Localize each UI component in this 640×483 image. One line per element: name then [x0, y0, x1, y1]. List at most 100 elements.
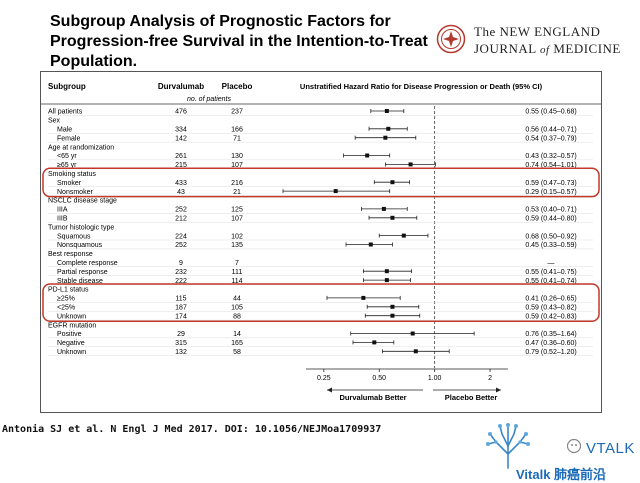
hazard-ratio-value: —: [548, 260, 555, 267]
placebo-count: 125: [231, 207, 243, 214]
header-durvalumab: Durvalumab: [158, 82, 204, 91]
row-label: All patients: [48, 109, 83, 116]
placebo-count: 14: [233, 331, 241, 338]
row-label: Smoker: [57, 180, 82, 187]
hazard-ratio-value: 0.79 (0.52–1.20): [525, 349, 576, 356]
placebo-count: 237: [231, 109, 243, 116]
placebo-count: 71: [233, 135, 241, 142]
header-hazard-ratio: Unstratified Hazard Ratio for Disease Pr…: [300, 82, 543, 91]
row-label: Positive: [57, 331, 82, 338]
nejm-line-2: JOURNAL of MEDICINE: [474, 41, 621, 56]
hazard-ratio-point: [408, 162, 413, 167]
hazard-ratio-point: [372, 340, 377, 345]
row-label: Partial response: [57, 269, 108, 276]
row-label: IIIA: [57, 207, 68, 214]
hazard-ratio-value: 0.55 (0.41–0.74): [525, 278, 576, 285]
hazard-ratio-point: [384, 269, 389, 274]
durvalumab-count: 222: [175, 278, 187, 285]
durvalumab-count: 43: [177, 189, 185, 196]
durvalumab-count: 29: [177, 331, 185, 338]
citation: Antonia SJ et al. N Engl J Med 2017. DOI…: [2, 424, 382, 435]
durvalumab-count: 142: [175, 135, 187, 142]
hazard-ratio-point: [383, 135, 388, 140]
placebo-count: 105: [231, 305, 243, 312]
placebo-count: 216: [231, 180, 243, 187]
header-subgroup: Subgroup: [48, 82, 86, 91]
placebo-count: 21: [233, 189, 241, 196]
durvalumab-count: 476: [175, 109, 187, 116]
hazard-ratio-point: [386, 126, 391, 131]
hazard-ratio-point: [384, 278, 389, 283]
row-label: Negative: [57, 340, 85, 347]
title-line-3: Population.: [50, 53, 138, 70]
durvalumab-count: 115: [175, 296, 186, 303]
durvalumab-count: 252: [175, 242, 187, 249]
title-line-2: Progression-free Survival in the Intenti…: [50, 33, 428, 50]
hazard-ratio-point: [365, 153, 370, 158]
hazard-ratio-point: [401, 233, 406, 238]
hazard-ratio-point: [333, 189, 338, 194]
placebo-count: 114: [231, 278, 242, 285]
hazard-ratio-value: 0.45 (0.33–0.59): [525, 242, 576, 249]
durvalumab-count: 132: [175, 349, 187, 356]
durvalumab-count: 224: [175, 233, 187, 240]
hazard-ratio-value: 0.41 (0.26–0.65): [525, 296, 576, 303]
tree-icon: [486, 423, 530, 469]
hazard-ratio-value: 0.53 (0.40–0.71): [525, 207, 576, 214]
placebo-count: 7: [235, 260, 239, 267]
row-label: Smoking status: [48, 171, 96, 178]
x-axis-tick-label: 1.00: [428, 375, 442, 382]
row-label: Age at randomization: [48, 144, 114, 151]
hazard-ratio-point: [361, 295, 366, 300]
row-label: Male: [57, 127, 72, 134]
row-label: IIIB: [57, 216, 68, 223]
row-label: Nonsquamous: [57, 242, 103, 249]
hazard-ratio-value: 0.68 (0.50–0.92): [525, 233, 576, 240]
placebo-count: 107: [231, 216, 243, 223]
durvalumab-count: 315: [175, 340, 187, 347]
hazard-ratio-point: [390, 215, 395, 220]
row-label: Best response: [48, 251, 93, 258]
hazard-ratio-value: 0.76 (0.35–1.64): [525, 331, 576, 338]
hazard-ratio-value: 0.59 (0.44–0.80): [525, 216, 576, 223]
hazard-ratio-value: 0.59 (0.42–0.83): [525, 313, 576, 320]
durvalumab-count: 212: [175, 216, 187, 223]
durvalumab-count: 174: [175, 313, 187, 320]
row-label: NSCLC disease stage: [48, 198, 117, 205]
row-label: PD-L1 status: [48, 287, 89, 294]
durvalumab-count: 215: [175, 162, 187, 169]
row-label: Unknown: [57, 349, 86, 356]
chart-title: Subgroup Analysis of Prognostic Factors …: [50, 12, 450, 72]
hazard-ratio-point: [384, 109, 389, 113]
row-label: ≥65 yr: [57, 162, 77, 169]
hazard-ratio-value: 0.56 (0.44–0.71): [525, 127, 576, 134]
hazard-ratio-point: [390, 313, 395, 318]
highlight-box: [42, 283, 600, 322]
hazard-ratio-point: [390, 180, 395, 185]
placebo-count: 130: [231, 153, 243, 160]
title-line-1: Subgroup Analysis of Prognostic Factors …: [50, 13, 391, 30]
forest-plot-panel: Subgroup Durvalumab Placebo no. of patients…: [40, 71, 602, 413]
row-label: Squamous: [57, 233, 91, 240]
placebo-count: 111: [232, 269, 243, 276]
row-label: Stable disease: [57, 278, 103, 285]
row-label: Female: [57, 135, 80, 142]
placebo-count: 88: [233, 313, 241, 320]
durvalumab-count: 334: [175, 127, 187, 134]
hazard-ratio-value: 0.29 (0.15–0.57): [525, 189, 576, 196]
arrow-right-head: [496, 387, 501, 393]
placebo-count: 165: [231, 340, 243, 347]
brand-subtitle: Vitalk 肺癌前沿: [516, 467, 607, 482]
highlight-box: [42, 167, 600, 198]
placebo-count: 166: [231, 127, 243, 134]
placebo-count: 44: [233, 296, 241, 303]
nejm-seal-icon: [436, 24, 466, 54]
vtalk-logo: VTALK Vitalk 肺癌前沿: [478, 420, 638, 482]
x-label-placebo-better: Placebo Better: [445, 393, 498, 402]
nejm-wordmark: The NEW ENGLAND JOURNAL of MEDICINE: [474, 23, 621, 59]
durvalumab-count: 433: [175, 180, 187, 187]
chat-bubble-icon: [566, 438, 582, 454]
x-label-durvalumab-better: Durvalumab Better: [339, 393, 406, 402]
nejm-line-1: The NEW ENGLAND: [474, 24, 601, 39]
row-label: Nonsmoker: [57, 189, 93, 196]
